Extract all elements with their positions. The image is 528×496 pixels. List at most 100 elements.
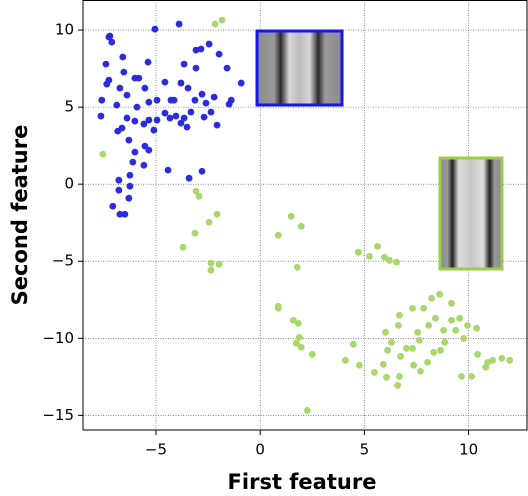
point	[274, 231, 282, 239]
point	[506, 356, 514, 364]
point	[225, 100, 233, 108]
x-tick-label: 0	[255, 441, 265, 459]
point	[129, 158, 137, 166]
point	[185, 174, 193, 182]
point	[191, 96, 199, 104]
point	[202, 99, 210, 107]
point	[460, 334, 468, 342]
point	[297, 343, 305, 351]
point	[409, 304, 416, 312]
point	[287, 212, 295, 220]
point	[140, 161, 148, 169]
point	[482, 363, 490, 371]
point	[207, 259, 215, 267]
point	[292, 339, 300, 347]
point	[175, 20, 183, 28]
point	[410, 361, 418, 369]
point	[207, 266, 215, 274]
point	[394, 381, 401, 389]
x-tick-label: 10	[459, 441, 478, 459]
point	[381, 253, 388, 261]
point	[123, 114, 131, 122]
point	[180, 114, 188, 122]
point	[205, 40, 213, 48]
point	[103, 80, 111, 88]
point	[187, 108, 195, 116]
point	[183, 123, 191, 131]
point	[116, 210, 124, 218]
point	[379, 360, 387, 368]
point	[133, 103, 141, 111]
point	[200, 113, 208, 121]
y-tick-label: −10	[42, 329, 74, 347]
point	[161, 78, 169, 86]
point	[293, 263, 301, 271]
point	[396, 311, 403, 319]
point	[125, 136, 133, 144]
point	[125, 194, 133, 202]
y-tick-label: −15	[42, 406, 74, 424]
point	[123, 91, 131, 99]
point	[166, 114, 174, 122]
point	[109, 202, 117, 210]
inset-image	[438, 156, 504, 271]
point	[371, 368, 378, 376]
point	[192, 187, 200, 195]
point	[113, 101, 121, 109]
point	[388, 338, 395, 346]
point	[118, 124, 126, 132]
point	[141, 84, 149, 92]
point	[441, 338, 449, 346]
point	[274, 304, 282, 312]
point	[213, 121, 221, 129]
point	[131, 148, 139, 156]
inset-image	[255, 29, 344, 107]
point	[420, 304, 428, 312]
plot-frame	[82, 0, 528, 431]
point	[145, 146, 153, 154]
point	[126, 182, 134, 190]
point	[197, 45, 205, 53]
point	[403, 344, 410, 352]
point	[121, 210, 129, 218]
point	[119, 53, 127, 61]
point	[177, 79, 185, 87]
point	[468, 372, 475, 380]
point	[425, 321, 433, 329]
point	[207, 108, 215, 116]
y-tick-label: 10	[55, 21, 74, 39]
point	[215, 260, 223, 268]
point	[177, 119, 185, 127]
point	[161, 109, 169, 117]
point	[131, 117, 139, 125]
point	[356, 361, 363, 369]
point	[131, 74, 139, 82]
point	[424, 358, 431, 366]
point	[464, 321, 471, 329]
point	[213, 210, 221, 218]
point	[106, 32, 114, 40]
point	[140, 120, 148, 128]
point	[417, 367, 424, 375]
point	[289, 316, 297, 324]
point	[474, 350, 481, 358]
point	[416, 336, 423, 344]
y-tick-label: −5	[52, 252, 74, 270]
point	[428, 294, 435, 302]
point	[198, 90, 206, 98]
point	[223, 64, 231, 72]
point	[342, 356, 349, 364]
point	[473, 324, 480, 332]
point	[237, 79, 245, 87]
x-tick-label: −5	[145, 441, 167, 459]
point	[383, 373, 390, 381]
point	[115, 176, 123, 184]
point	[99, 150, 107, 158]
point	[102, 60, 110, 68]
point	[126, 171, 134, 179]
x-tick-label: 5	[360, 441, 370, 459]
point	[489, 356, 497, 364]
point	[180, 60, 188, 68]
point	[145, 116, 153, 124]
